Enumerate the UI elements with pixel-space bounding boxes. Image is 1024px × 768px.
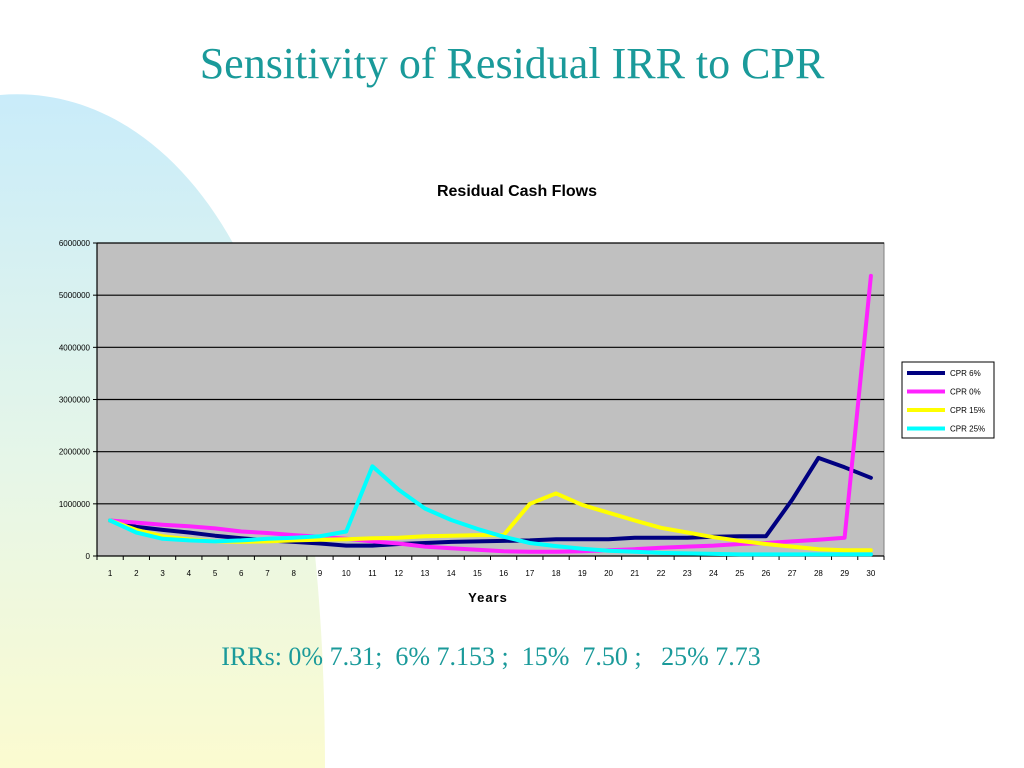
- x-tick-label: 23: [683, 569, 692, 578]
- x-tick-label: 3: [160, 569, 165, 578]
- legend-label: CPR 15%: [950, 406, 985, 415]
- x-tick-label: 14: [447, 569, 456, 578]
- y-tick-label: 1000000: [59, 500, 91, 509]
- x-tick-label: 29: [840, 569, 849, 578]
- legend-label: CPR 6%: [950, 369, 981, 378]
- x-tick-label: 20: [604, 569, 613, 578]
- series-line-1: [108, 455, 873, 548]
- x-tick-label: 26: [761, 569, 770, 578]
- x-tick-label: 2: [134, 569, 139, 578]
- x-tick-label: 17: [525, 569, 534, 578]
- x-tick-label: 15: [473, 569, 482, 578]
- x-tick-label: 10: [342, 569, 351, 578]
- x-tick-label: 6: [239, 569, 244, 578]
- x-tick-label: 8: [292, 569, 297, 578]
- x-tick-label: 24: [709, 569, 718, 578]
- x-tick-label: 21: [630, 569, 639, 578]
- series-line-4: [108, 464, 873, 557]
- x-tick-label: 27: [788, 569, 797, 578]
- legend-label: CPR 0%: [950, 388, 981, 397]
- x-tick-label: 1: [108, 569, 113, 578]
- legend-label: CPR 25%: [950, 425, 985, 434]
- x-tick-label: 5: [213, 569, 218, 578]
- legend: CPR 6% CPR 0% CPR 15% CPR 25%: [901, 361, 995, 439]
- x-tick-label: 16: [499, 569, 508, 578]
- gridlines: [97, 242, 884, 505]
- chart-title: Residual Cash Flows: [437, 183, 597, 200]
- x-tick-label: 12: [394, 569, 403, 578]
- x-tick-label: 4: [187, 569, 192, 578]
- x-axis-label: Years: [468, 590, 508, 605]
- x-tick-label: 13: [420, 569, 429, 578]
- x-tick-label: 19: [578, 569, 587, 578]
- y-tick-label: 6000000: [59, 239, 91, 248]
- y-tick-label: 2000000: [59, 448, 91, 457]
- x-tick-label: 25: [735, 569, 744, 578]
- x-tick-label: 30: [866, 569, 875, 578]
- x-tick-label: 28: [814, 569, 823, 578]
- y-tick-label: 3000000: [59, 396, 91, 405]
- x-tick-label: 11: [368, 569, 377, 578]
- irr-summary-text: IRRs: 0% 7.31; 6% 7.153 ; 15% 7.50 ; 25%…: [221, 642, 761, 671]
- y-tick-label: 5000000: [59, 291, 91, 300]
- series-lines: [108, 273, 873, 557]
- x-tick-label: 9: [318, 569, 323, 578]
- y-axis-ticks: 0 1000000 2000000 3000000 4000000 5000000 6000…: [59, 239, 97, 561]
- x-tick-label: 22: [657, 569, 666, 578]
- x-tick-label: 18: [552, 569, 561, 578]
- x-axis-ticks: 1 2 3 4 5 6 7 8 9 10 11 12 13 14 15 16 17 18 19 20 21 22 23 24 2…: [96, 556, 885, 578]
- y-tick-label: 4000000: [59, 343, 91, 352]
- x-tick-label: 7: [265, 569, 270, 578]
- y-tick-label: 0: [86, 552, 91, 561]
- slide-title: Sensitivity of Residual IRR to CPR: [199, 39, 825, 88]
- series-line-2: [108, 273, 873, 554]
